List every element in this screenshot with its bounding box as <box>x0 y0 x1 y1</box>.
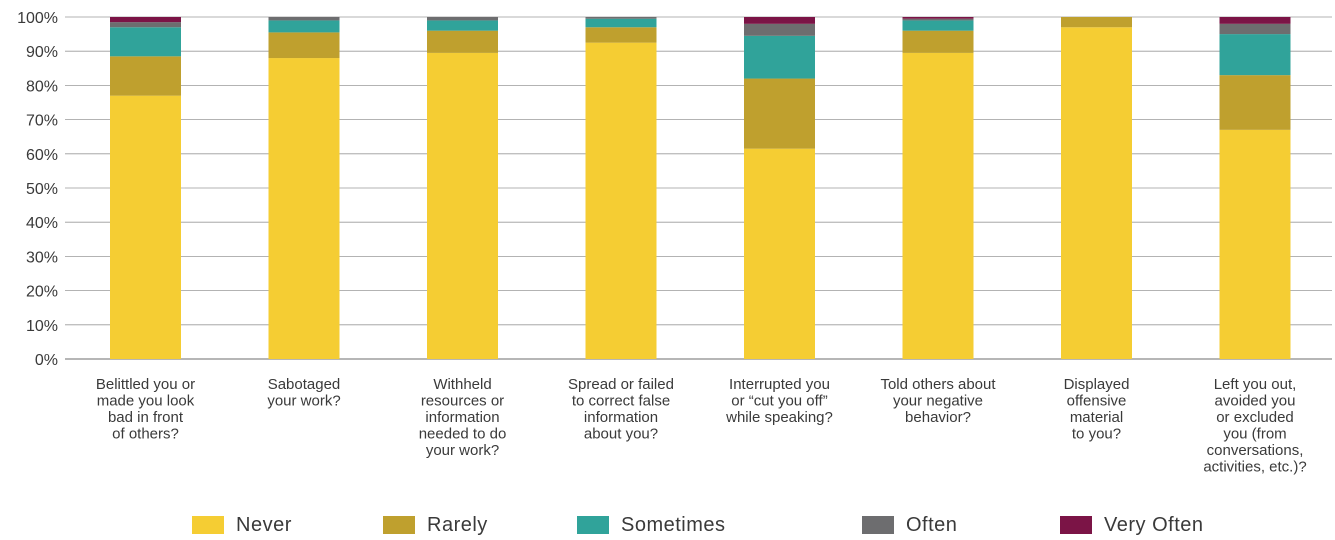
bar-segment-often <box>902 18 974 21</box>
bar-segment-sometimes <box>585 18 657 28</box>
legend: Never Rarely Sometimes Often Very Often <box>0 510 1335 540</box>
legend-label: Often <box>906 513 958 536</box>
y-tick-label: 30% <box>26 249 58 266</box>
bar-segment-often <box>1219 23 1291 35</box>
legend-label: Sometimes <box>621 513 726 536</box>
bar-segment-sometimes <box>110 27 181 57</box>
bar-segment-often <box>585 17 657 19</box>
bar-segment-never <box>427 52 498 359</box>
legend-swatch <box>577 516 609 534</box>
x-category-label: Displayed offensive material to you? <box>1064 376 1130 443</box>
bar-segment-rarely <box>585 27 657 43</box>
legend-item-sometimes: Sometimes <box>577 510 726 540</box>
bar-segment-rarely <box>1219 75 1291 130</box>
bar-segment-sometimes <box>744 35 815 79</box>
bar-segment-never <box>744 148 815 359</box>
bar-segment-often <box>268 17 340 21</box>
x-category-label: Spread or failed to correct false informat… <box>568 376 674 443</box>
bar-segment-very-often <box>902 17 974 19</box>
bar-segment-very-often <box>1219 17 1291 24</box>
bar-segment-never <box>585 42 657 360</box>
y-tick-label: 100% <box>17 10 58 27</box>
x-category-label: Left you out, avoided you or excluded you (… <box>1203 376 1306 476</box>
bar-segment-often <box>110 22 181 28</box>
legend-item-never: Never <box>192 510 292 540</box>
bar-segment-never <box>1061 27 1132 359</box>
x-category-label: Sabotaged your work? <box>267 376 340 410</box>
y-tick-label: 90% <box>26 44 58 61</box>
legend-item-very-often: Very Often <box>1060 510 1204 540</box>
x-category-label: Withheld resources or information needed to… <box>419 376 507 459</box>
bars <box>110 17 1291 360</box>
bar-segment-rarely <box>268 32 340 59</box>
x-axis-categories: Belittled you or made you look bad in fron… <box>96 376 1307 476</box>
stacked-bar-chart: 0% 10% 20% 30% 40% 50% 60% 70% 80% 90% 100% Belitt… <box>17 10 1332 476</box>
y-tick-label: 40% <box>26 215 58 232</box>
bar-segment-often <box>744 23 815 36</box>
bar-segment-rarely <box>902 30 974 53</box>
y-tick-label: 70% <box>26 113 58 130</box>
legend-swatch <box>1060 516 1092 534</box>
y-tick-label: 0% <box>35 352 58 369</box>
bar-segment-rarely <box>1061 17 1132 28</box>
bar-segment-never <box>268 58 340 359</box>
legend-item-often: Often <box>862 510 957 540</box>
bar-segment-rarely <box>110 56 181 96</box>
legend-swatch <box>862 516 894 534</box>
legend-swatch <box>383 516 415 534</box>
bar-segment-rarely <box>744 78 815 149</box>
bar-segment-very-often <box>110 17 181 23</box>
x-category-label: Interrupted you or “cut you off” while spe… <box>725 376 833 426</box>
legend-label: Rarely <box>427 513 488 536</box>
bar-segment-never <box>1219 129 1291 359</box>
legend-label: Never <box>236 513 292 536</box>
bar-segment-rarely <box>427 30 498 53</box>
y-axis-ticks: 0% 10% 20% 30% 40% 50% 60% 70% 80% 90% 100% <box>17 10 58 369</box>
bar-segment-sometimes <box>268 20 340 33</box>
legend-item-rarely: Rarely <box>383 510 488 540</box>
y-tick-label: 20% <box>26 284 58 301</box>
y-tick-label: 50% <box>26 181 58 198</box>
legend-label: Very Often <box>1104 513 1204 536</box>
gridlines <box>65 16 1332 360</box>
bar-segment-often <box>427 17 498 21</box>
bar-segment-sometimes <box>1219 34 1291 76</box>
x-category-label: Told others about your negative behavior? <box>880 376 996 426</box>
bar-segment-sometimes <box>902 20 974 31</box>
bar-segment-sometimes <box>427 20 498 31</box>
x-category-label: Belittled you or made you look bad in fron… <box>96 376 195 443</box>
bar-segment-never <box>902 52 974 359</box>
y-tick-label: 80% <box>26 78 58 95</box>
bar-segment-never <box>110 95 181 359</box>
legend-swatch <box>192 516 224 534</box>
y-tick-label: 60% <box>26 147 58 164</box>
y-tick-label: 10% <box>26 318 58 335</box>
bar-segment-very-often <box>744 17 815 24</box>
